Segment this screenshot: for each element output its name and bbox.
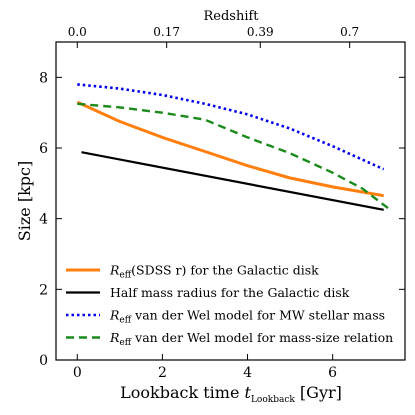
y-tick-label: 6 <box>39 141 48 157</box>
series-line-2 <box>81 151 384 211</box>
legend-label: Half mass radius for the Galactic disk <box>110 285 350 300</box>
top-tick-label: 0.7 <box>340 25 359 39</box>
top-tick-label: 0.17 <box>153 25 180 39</box>
series-lines <box>76 83 389 211</box>
y-tick-label: 2 <box>39 282 48 298</box>
top-tick-label: 0.39 <box>247 25 274 39</box>
legend-label: Reff van der Wel model for mass-size rel… <box>109 330 393 348</box>
axis-ticks: 0 2 4 6 0 2 4 6 8 0.0 0.17 0.39 0.7 <box>39 25 405 381</box>
series-line-3 <box>77 83 385 171</box>
x-tick-label: 0 <box>73 365 82 381</box>
y-axis-title: Size [kpc] <box>15 161 34 241</box>
legend: Reff(SDSS r) for the Galactic disk Half m… <box>66 263 393 348</box>
y-tick-label: 0 <box>39 353 48 369</box>
x-axis-title: Lookback time tLookback [Gyr] <box>120 383 342 405</box>
top-tick-label: 0.0 <box>68 25 87 39</box>
top-axis-title: Redshift <box>203 9 259 24</box>
x-tick-label: 6 <box>328 365 337 381</box>
x-tick-label: 2 <box>158 365 167 381</box>
y-tick-label: 4 <box>39 212 48 228</box>
x-tick-label: 4 <box>243 365 252 381</box>
legend-label: Reff van der Wel model for MW stellar ma… <box>109 308 385 326</box>
plot-frame <box>55 41 406 361</box>
series-line-4 <box>77 102 389 210</box>
legend-label: Reff(SDSS r) for the Galactic disk <box>109 263 319 281</box>
series-line-1 <box>76 100 384 198</box>
y-tick-label: 8 <box>39 70 48 86</box>
